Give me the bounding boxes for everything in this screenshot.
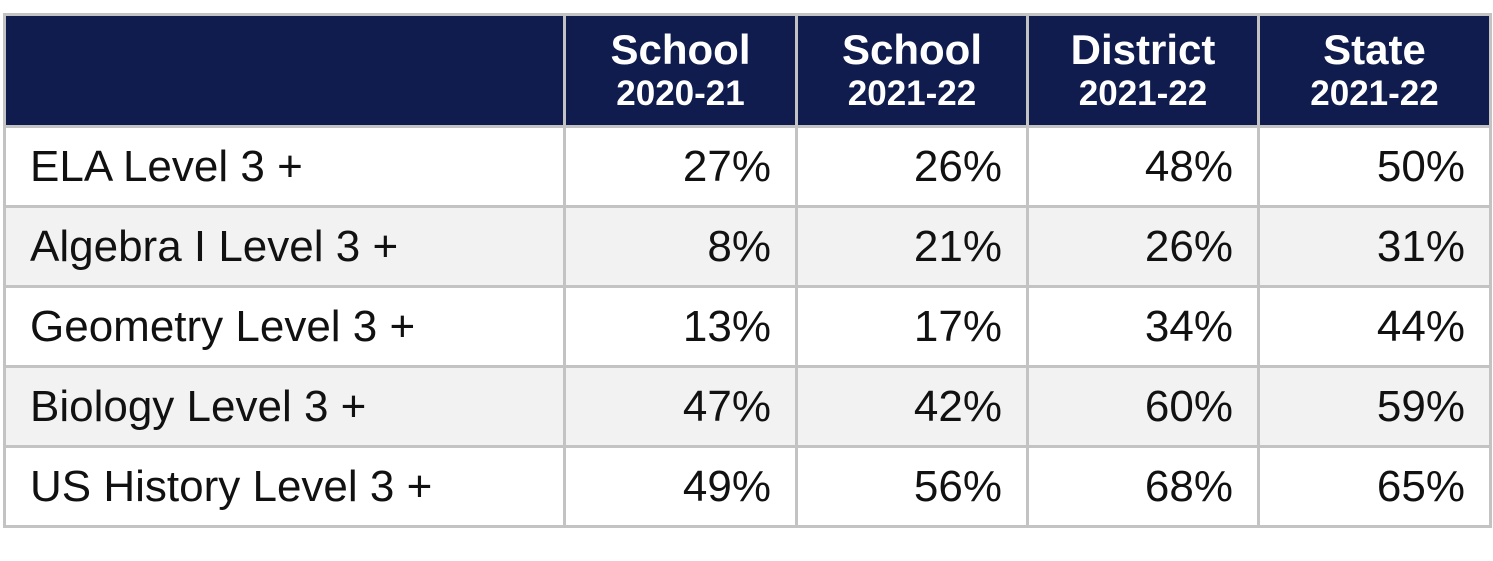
header-row: School 2020-21 School 2021-22 District 2021-2… [3, 13, 1492, 128]
header-cell: State 2021-22 [1257, 13, 1492, 128]
value-cell: 21% [795, 205, 1029, 288]
row-label: US History Level 3 + [3, 445, 566, 528]
value-cell: 56% [795, 445, 1029, 528]
row-label: Biology Level 3 + [3, 365, 566, 448]
value-cell: 49% [563, 445, 798, 528]
header-title: School [610, 26, 751, 74]
value-cell: 47% [563, 365, 798, 448]
value-cell: 26% [1026, 205, 1260, 288]
header-year: 2021-22 [847, 74, 977, 114]
header-year: 2021-22 [1310, 74, 1439, 114]
row-label: Algebra I Level 3 + [3, 205, 566, 288]
value-cell: 50% [1257, 125, 1492, 208]
header-title: District [1070, 26, 1216, 74]
value-cell: 17% [795, 285, 1029, 368]
table-body: ELA Level 3 +27% 26% 48% 50% Algebra I Level… [3, 125, 1492, 528]
table-row: Biology Level 3 +47% 42% 60% 59% [3, 365, 1492, 448]
value-cell: 68% [1026, 445, 1260, 528]
header-cell: School 2021-22 [795, 13, 1029, 128]
table-row: ELA Level 3 +27% 26% 48% 50% [3, 125, 1492, 208]
value-cell: 44% [1257, 285, 1492, 368]
results-table: School 2020-21 School 2021-22 District 2021-2… [3, 13, 1492, 528]
header-title: School [841, 26, 982, 74]
row-label: ELA Level 3 + [3, 125, 566, 208]
value-cell: 59% [1257, 365, 1492, 448]
value-cell: 65% [1257, 445, 1492, 528]
table-row: US History Level 3 +49% 56% 68% 65% [3, 445, 1492, 528]
value-cell: 26% [795, 125, 1029, 208]
header-year: 2020-21 [616, 74, 745, 114]
value-cell: 13% [563, 285, 798, 368]
value-cell: 31% [1257, 205, 1492, 288]
table-row: Geometry Level 3 +13% 17% 34% 44% [3, 285, 1492, 368]
row-label: Geometry Level 3 + [3, 285, 566, 368]
value-cell: 60% [1026, 365, 1260, 448]
header-cell: District 2021-22 [1026, 13, 1260, 128]
value-cell: 27% [563, 125, 798, 208]
header-year: 2021-22 [1078, 74, 1208, 114]
header-blank [3, 13, 566, 128]
value-cell: 8% [563, 205, 798, 288]
header-cell: School 2020-21 [563, 13, 798, 128]
value-cell: 34% [1026, 285, 1260, 368]
value-cell: 48% [1026, 125, 1260, 208]
value-cell: 42% [795, 365, 1029, 448]
header-title: State [1323, 26, 1426, 74]
table-row: Algebra I Level 3 +8% 21% 26% 31% [3, 205, 1492, 288]
